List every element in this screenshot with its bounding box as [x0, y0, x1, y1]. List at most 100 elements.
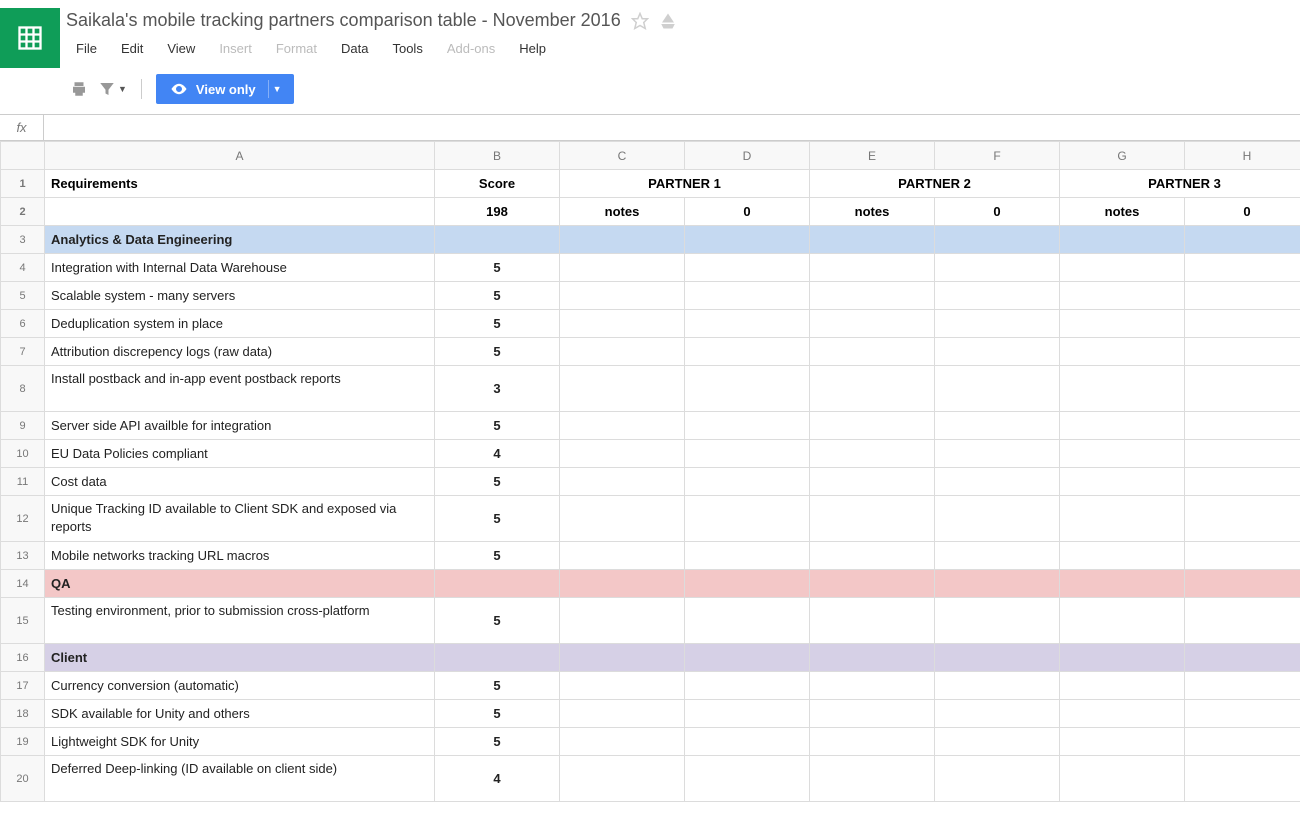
cell[interactable] [810, 440, 935, 468]
cell[interactable] [810, 700, 935, 728]
cell[interactable] [810, 468, 935, 496]
cell[interactable] [935, 644, 1060, 672]
row-header[interactable]: 3 [1, 226, 45, 254]
col-header[interactable]: E [810, 142, 935, 170]
cell[interactable] [1060, 756, 1185, 802]
cell[interactable] [810, 644, 935, 672]
cell[interactable] [560, 542, 685, 570]
cell[interactable] [685, 672, 810, 700]
cell[interactable] [1185, 254, 1300, 282]
cell[interactable] [810, 310, 935, 338]
cell[interactable]: notes [560, 198, 685, 226]
cell[interactable] [685, 542, 810, 570]
cell[interactable] [685, 496, 810, 542]
row-header[interactable]: 5 [1, 282, 45, 310]
cell[interactable]: Lightweight SDK for Unity [45, 728, 435, 756]
cell[interactable] [935, 468, 1060, 496]
cell[interactable] [685, 440, 810, 468]
cell[interactable] [1060, 570, 1185, 598]
cell[interactable] [435, 570, 560, 598]
cell[interactable] [935, 440, 1060, 468]
row-header[interactable]: 6 [1, 310, 45, 338]
cell[interactable] [935, 496, 1060, 542]
cell[interactable] [1060, 310, 1185, 338]
cell[interactable] [810, 338, 935, 366]
cell[interactable]: 5 [435, 338, 560, 366]
col-header[interactable]: C [560, 142, 685, 170]
cell[interactable] [1185, 366, 1300, 412]
cell[interactable]: 5 [435, 412, 560, 440]
cell[interactable] [810, 728, 935, 756]
cell[interactable] [1185, 310, 1300, 338]
cell[interactable]: Testing environment, prior to submission… [45, 598, 435, 644]
cell[interactable] [1060, 700, 1185, 728]
cell[interactable] [435, 644, 560, 672]
cell[interactable]: notes [1060, 198, 1185, 226]
cell[interactable] [935, 542, 1060, 570]
cell[interactable] [810, 672, 935, 700]
cell[interactable] [435, 226, 560, 254]
cell[interactable] [935, 598, 1060, 644]
cell[interactable] [560, 338, 685, 366]
cell[interactable] [685, 254, 810, 282]
row-header[interactable]: 1 [1, 170, 45, 198]
col-header[interactable]: F [935, 142, 1060, 170]
cell[interactable]: 5 [435, 254, 560, 282]
cell[interactable] [1060, 440, 1185, 468]
cell[interactable] [1060, 338, 1185, 366]
doc-title[interactable]: Saikala's mobile tracking partners compa… [66, 10, 621, 31]
cell[interactable] [1185, 440, 1300, 468]
row-header[interactable]: 11 [1, 468, 45, 496]
formula-input[interactable] [44, 115, 1300, 140]
cell[interactable]: 5 [435, 282, 560, 310]
cell[interactable] [935, 672, 1060, 700]
cell[interactable] [810, 226, 935, 254]
row-header[interactable]: 12 [1, 496, 45, 542]
row-header[interactable]: 8 [1, 366, 45, 412]
cell[interactable]: PARTNER 2 [810, 170, 1060, 198]
cell[interactable]: 5 [435, 728, 560, 756]
cell[interactable]: 4 [435, 440, 560, 468]
row-header[interactable]: 7 [1, 338, 45, 366]
section-cell[interactable]: QA [45, 570, 435, 598]
cell[interactable] [685, 338, 810, 366]
cell[interactable] [935, 570, 1060, 598]
cell[interactable] [560, 570, 685, 598]
cell[interactable] [685, 570, 810, 598]
cell[interactable] [560, 756, 685, 802]
cell[interactable]: 5 [435, 468, 560, 496]
cell[interactable]: 0 [1185, 198, 1300, 226]
cell[interactable] [560, 598, 685, 644]
cell[interactable] [560, 282, 685, 310]
cell[interactable] [1185, 338, 1300, 366]
col-header[interactable]: G [1060, 142, 1185, 170]
cell[interactable]: 5 [435, 700, 560, 728]
cell[interactable]: Requirements [45, 170, 435, 198]
cell[interactable] [1185, 468, 1300, 496]
cell[interactable] [935, 412, 1060, 440]
cell[interactable]: 3 [435, 366, 560, 412]
cell[interactable] [685, 598, 810, 644]
col-header[interactable]: D [685, 142, 810, 170]
cell[interactable] [685, 756, 810, 802]
cell[interactable] [1185, 672, 1300, 700]
cell[interactable] [810, 496, 935, 542]
cell[interactable] [1060, 598, 1185, 644]
cell[interactable] [935, 310, 1060, 338]
menu-file[interactable]: File [66, 37, 107, 60]
cell[interactable] [810, 412, 935, 440]
cell[interactable]: PARTNER 1 [560, 170, 810, 198]
cell[interactable]: Integration with Internal Data Warehouse [45, 254, 435, 282]
cell[interactable] [1060, 412, 1185, 440]
cell[interactable] [1060, 226, 1185, 254]
cell[interactable] [560, 366, 685, 412]
cell[interactable] [1060, 728, 1185, 756]
cell[interactable]: 5 [435, 672, 560, 700]
cell[interactable] [685, 226, 810, 254]
cell[interactable] [560, 412, 685, 440]
cell[interactable] [560, 672, 685, 700]
cell[interactable] [935, 700, 1060, 728]
cell[interactable]: Deduplication system in place [45, 310, 435, 338]
cell[interactable] [935, 756, 1060, 802]
cell[interactable] [685, 412, 810, 440]
